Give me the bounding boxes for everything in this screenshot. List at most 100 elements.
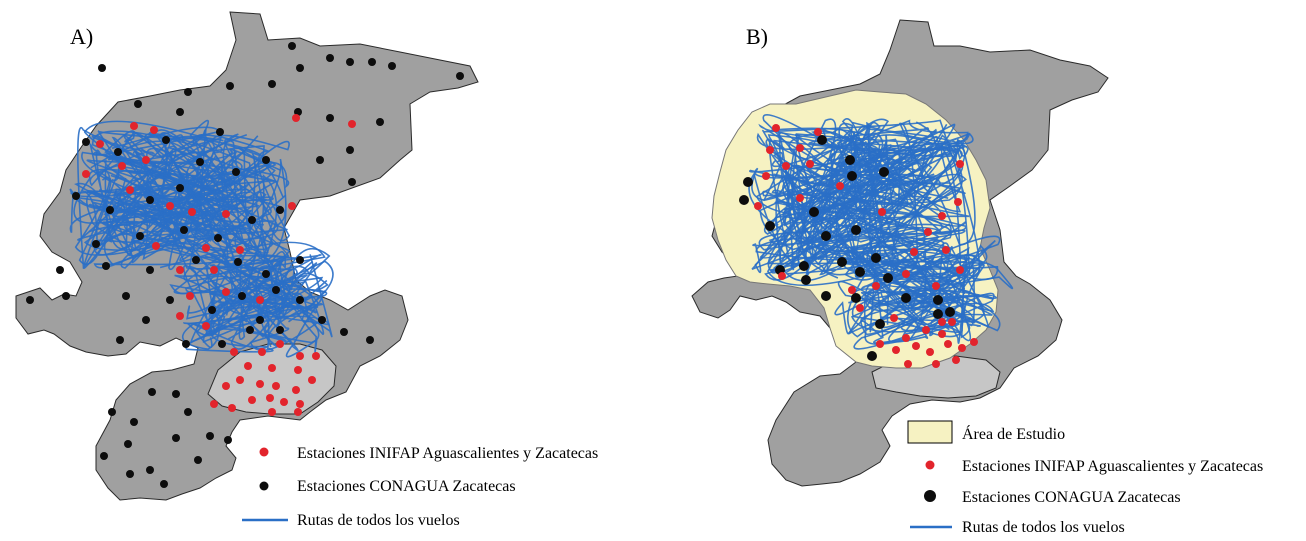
conagua-station-marker (216, 128, 224, 136)
conagua-station-marker (933, 309, 943, 319)
conagua-station-marker (851, 225, 861, 235)
conagua-station-marker (801, 275, 811, 285)
inifap-station-marker (176, 312, 184, 320)
conagua-station-marker (276, 326, 284, 334)
conagua-station-marker (102, 262, 110, 270)
conagua-station-marker (208, 306, 216, 314)
inifap-station-marker (210, 400, 218, 408)
conagua-station-marker (116, 336, 124, 344)
conagua-station-marker (388, 62, 396, 70)
conagua-station-marker (933, 295, 943, 305)
conagua-station-marker (262, 270, 270, 278)
inifap-station-marker (272, 382, 280, 390)
inifap-station-marker (256, 296, 264, 304)
conagua-station-marker (326, 54, 334, 62)
inifap-station-marker (312, 352, 320, 360)
flight-route-path (186, 254, 334, 337)
conagua-station-marker (296, 296, 304, 304)
inifap-station-marker (956, 266, 964, 274)
conagua-station-marker (184, 408, 192, 416)
conagua-station-marker (346, 146, 354, 154)
flight-route-path (87, 143, 287, 261)
inifap-station-marker (922, 326, 930, 334)
conagua-station-marker (851, 293, 861, 303)
inifap-station-marker (938, 318, 946, 326)
inifap-station-marker (938, 330, 946, 338)
inifap-station-marker (188, 208, 196, 216)
inifap-station-marker (910, 248, 918, 256)
conagua-station-marker (206, 432, 214, 440)
inifap-station-marker (952, 356, 960, 364)
inifap-station-marker (222, 210, 230, 218)
inifap-station-marker (230, 348, 238, 356)
conagua-station-marker (100, 452, 108, 460)
inifap-station-marker (848, 286, 856, 294)
conagua-station-marker (160, 480, 168, 488)
flight-routes-a (69, 119, 334, 358)
legend-conagua-label-b: Estaciones CONAGUA Zacatecas (962, 489, 1181, 506)
inifap-station-marker (228, 404, 236, 412)
inifap-station-marker (236, 246, 244, 254)
conagua-station-marker (256, 316, 264, 324)
conagua-station-marker (262, 156, 270, 164)
inifap-station-marker (932, 360, 940, 368)
conagua-station-marker (272, 286, 280, 294)
conagua-station-marker (348, 178, 356, 186)
conagua-station-marker (218, 340, 226, 348)
stations-b (739, 124, 978, 368)
inifap-station-marker (892, 346, 900, 354)
conagua-station-marker (847, 171, 857, 181)
inifap-station-marker (762, 172, 770, 180)
conagua-station-marker (821, 291, 831, 301)
inifap-station-marker (948, 318, 956, 326)
conagua-station-marker (456, 72, 464, 80)
conagua-station-marker (871, 253, 881, 263)
conagua-station-marker (192, 256, 200, 264)
conagua-station-marker (288, 42, 296, 50)
conagua-station-marker (901, 293, 911, 303)
conagua-station-marker (162, 136, 170, 144)
inifap-station-marker (814, 128, 822, 136)
legend-study-swatch (907, 420, 953, 444)
conagua-station-marker (326, 114, 334, 122)
inifap-station-marker (166, 202, 174, 210)
inifap-station-marker (82, 170, 90, 178)
conagua-station-marker (276, 206, 284, 214)
conagua-station-marker (765, 221, 775, 231)
inifap-station-marker (236, 376, 244, 384)
inifap-station-marker (244, 362, 252, 370)
conagua-station-marker (108, 408, 116, 416)
legend-conagua-label-a: Estaciones CONAGUA Zacatecas (297, 478, 516, 495)
conagua-station-marker (146, 196, 154, 204)
map-panel-a: A) Estaciones INIFAP Aguascalientes y Za… (0, 0, 650, 541)
conagua-station-marker (130, 418, 138, 426)
inifap-station-marker (186, 292, 194, 300)
legend-b: Área de Estudio Estaciones INIFAP Aguasc… (907, 420, 1263, 536)
inifap-station-marker (796, 194, 804, 202)
inifap-station-marker (222, 382, 230, 390)
conagua-station-marker (72, 192, 80, 200)
inifap-station-marker (872, 282, 880, 290)
inifap-station-marker (296, 352, 304, 360)
inifap-station-marker (806, 160, 814, 168)
conagua-station-marker (62, 292, 70, 300)
conagua-station-marker (176, 108, 184, 116)
conagua-station-marker (142, 316, 150, 324)
conagua-station-marker (182, 340, 190, 348)
inifap-station-marker (202, 244, 210, 252)
inifap-station-marker (956, 160, 964, 168)
inifap-station-marker (276, 340, 284, 348)
flight-route-path (842, 244, 995, 338)
legend-routes-label-a: Rutas de todos los vuelos (297, 512, 460, 529)
conagua-station-marker (817, 135, 827, 145)
inifap-station-marker (202, 322, 210, 330)
conagua-station-marker (837, 257, 847, 267)
conagua-station-marker (92, 240, 100, 248)
inifap-station-marker (126, 186, 134, 194)
conagua-station-marker (56, 266, 64, 274)
inifap-station-marker (210, 266, 218, 274)
conagua-station-marker (296, 64, 304, 72)
conagua-station-marker (172, 390, 180, 398)
inifap-station-marker (958, 344, 966, 352)
conagua-station-marker (739, 195, 749, 205)
